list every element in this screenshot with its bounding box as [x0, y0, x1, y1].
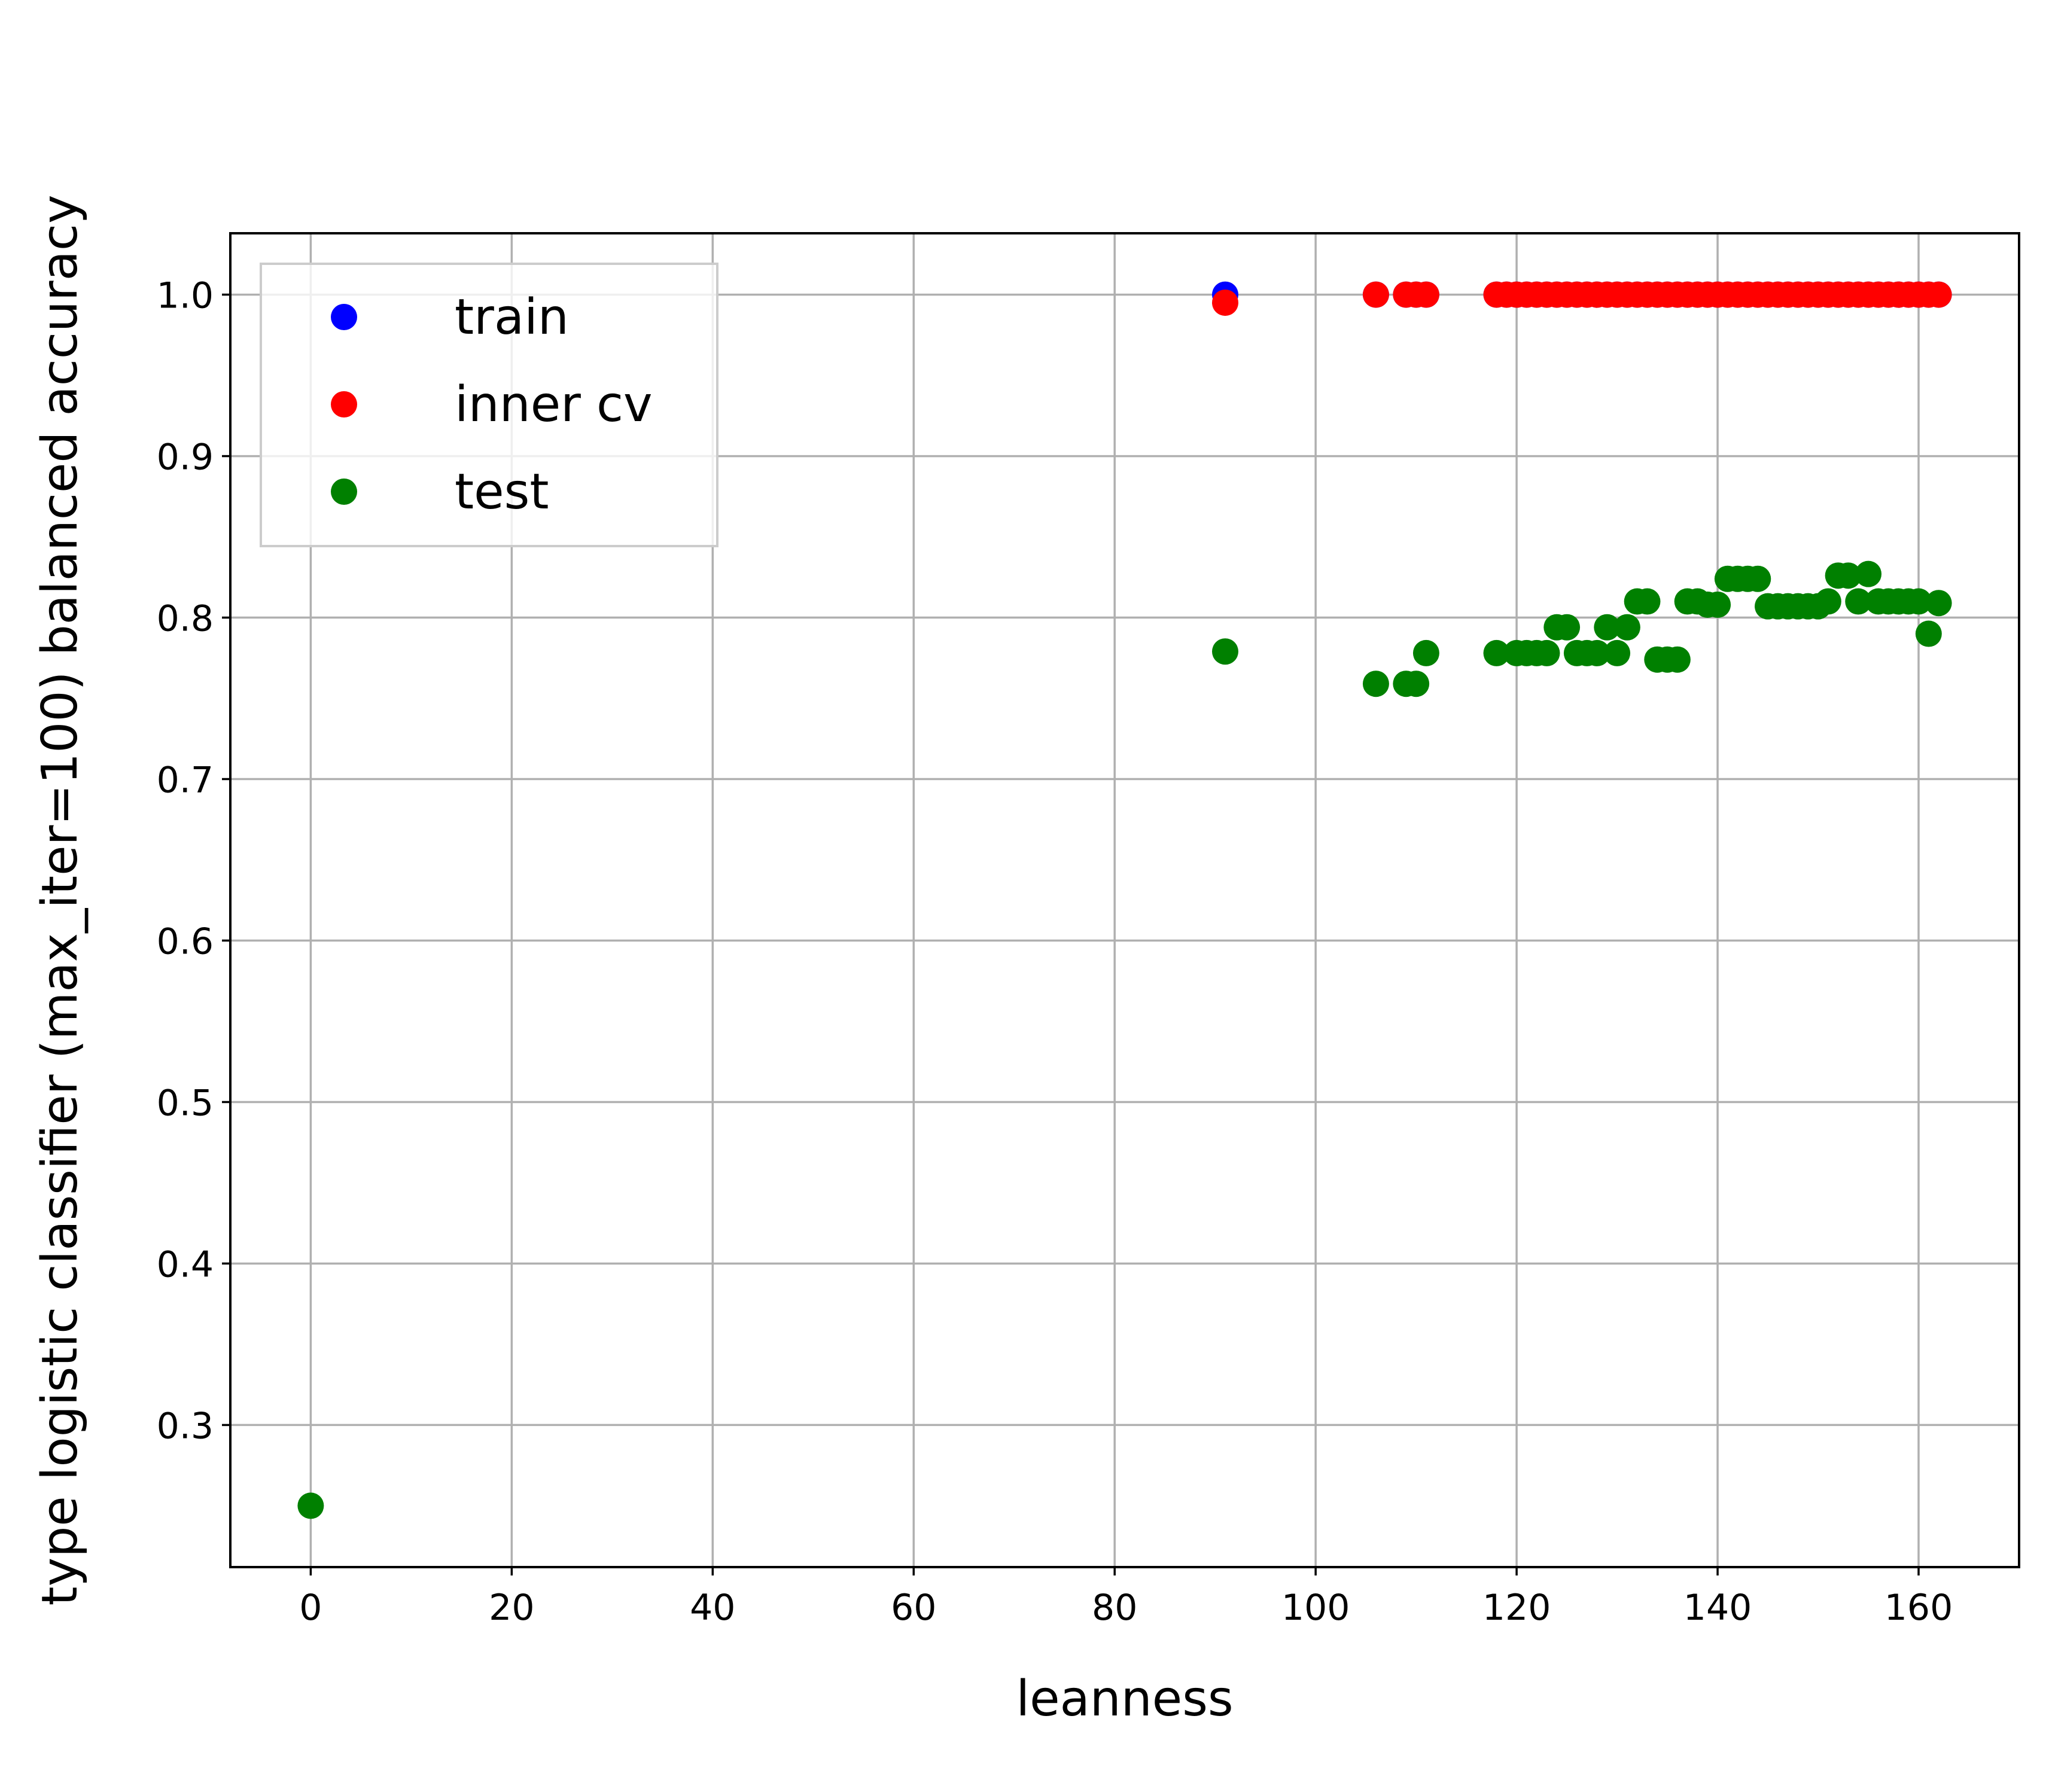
- y-tick-label: 0.7: [157, 760, 214, 801]
- data-point: [1634, 588, 1661, 615]
- data-point: [1362, 281, 1389, 308]
- y-axis-label: type logistic classifier (max_iter=100) …: [32, 195, 89, 1606]
- y-tick-label: 0.8: [157, 598, 214, 640]
- data-point: [1704, 591, 1731, 618]
- series-test: [297, 560, 1952, 1519]
- data-point: [1211, 638, 1238, 665]
- legend-marker: [331, 391, 357, 417]
- data-point: [1664, 646, 1691, 673]
- data-point: [1925, 590, 1952, 617]
- x-tick-label: 40: [690, 1587, 735, 1629]
- x-tick-label: 80: [1092, 1587, 1137, 1629]
- y-tick-label: 0.5: [157, 1082, 214, 1124]
- data-point: [1554, 614, 1581, 641]
- data-point: [1412, 281, 1439, 308]
- y-tick-label: 1.0: [157, 275, 214, 317]
- series-inner-cv: [1211, 281, 1952, 316]
- data-point: [1594, 614, 1621, 641]
- x-tick-label: 140: [1683, 1587, 1752, 1629]
- x-axis-label: leanness: [1016, 1671, 1233, 1727]
- data-point: [1905, 588, 1932, 615]
- data-point: [1584, 639, 1610, 666]
- y-tick-label: 0.6: [157, 921, 214, 962]
- legend: train inner cv test: [260, 263, 718, 547]
- x-tick-label: 60: [891, 1587, 936, 1629]
- y-tick-label: 0.3: [157, 1405, 214, 1447]
- x-tick-label: 160: [1884, 1587, 1953, 1629]
- data-point: [1211, 289, 1238, 316]
- legend-label: train: [455, 289, 569, 346]
- x-tick-label: 100: [1281, 1587, 1350, 1629]
- legend-marker: [331, 479, 357, 505]
- data-point: [1613, 614, 1640, 641]
- data-point: [1835, 562, 1862, 589]
- data-points: [297, 281, 1952, 1519]
- data-point: [297, 1492, 324, 1519]
- data-point: [1855, 560, 1882, 587]
- legend-marker: [331, 304, 357, 330]
- data-point: [1925, 281, 1952, 308]
- data-point: [1604, 639, 1631, 666]
- data-point: [1403, 671, 1430, 697]
- data-point: [1845, 588, 1872, 615]
- x-tick-label: 120: [1482, 1587, 1551, 1629]
- data-point: [1915, 620, 1942, 647]
- y-axis-ticks: 0.3 0.4 0.5 0.6 0.7 0.8 0.9 1.0: [157, 275, 230, 1447]
- x-tick-label: 0: [299, 1587, 322, 1629]
- plot-frame: [229, 232, 2020, 1568]
- legend-label: inner cv: [455, 376, 653, 433]
- data-point: [1412, 639, 1439, 666]
- x-tick-label: 20: [489, 1587, 534, 1629]
- data-point: [1744, 565, 1771, 592]
- data-point: [1814, 588, 1841, 615]
- legend-label: test: [455, 464, 549, 520]
- data-point: [1483, 639, 1510, 666]
- y-tick-label: 0.4: [157, 1244, 214, 1285]
- x-axis-ticks: 0 20 40 60 80 100 120 140 160: [299, 1567, 1953, 1629]
- data-point: [1533, 639, 1560, 666]
- y-tick-label: 0.9: [157, 437, 214, 479]
- data-point: [1362, 671, 1389, 697]
